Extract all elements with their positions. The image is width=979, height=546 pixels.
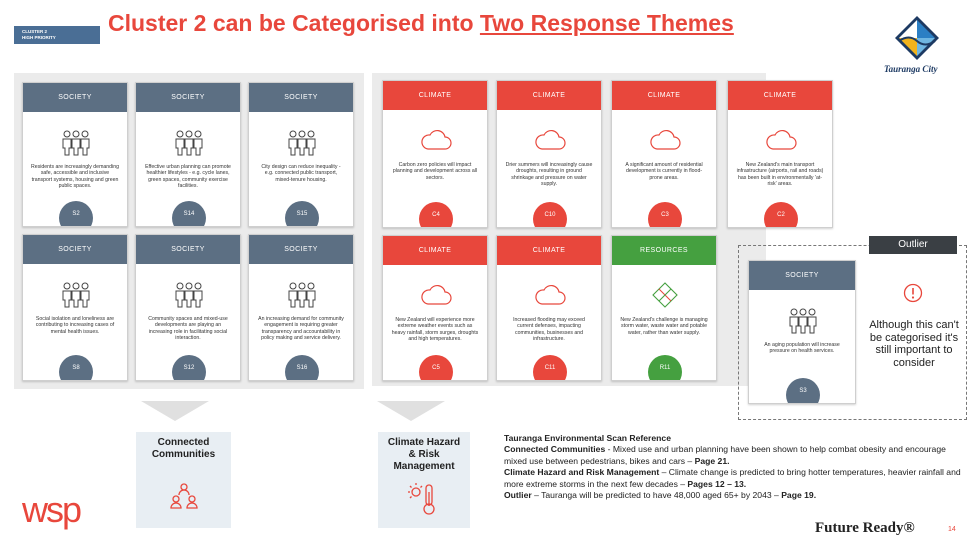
card-text: An increasing demand for community engag… xyxy=(258,316,344,342)
thermometer-sun-icon xyxy=(408,483,435,515)
cloud-icon xyxy=(421,284,452,305)
card-code: S2 xyxy=(59,201,93,226)
outlier-tab: Outlier xyxy=(869,236,957,254)
leaf-icon xyxy=(652,282,678,308)
card-text: Drier summers will increasingly cause dr… xyxy=(505,162,593,188)
trend-card-s16: SOCIETY An increasing demand for communi… xyxy=(248,234,354,381)
badge-line-1: CLUSTER 2 xyxy=(22,29,48,34)
outlier-box xyxy=(738,245,967,420)
cloud-icon xyxy=(535,129,566,150)
card-text: New Zealand's main transport infrastruct… xyxy=(736,162,824,188)
card-text: Residents are increasingly demanding saf… xyxy=(31,164,119,190)
card-text: Carbon zero policies will impact plannin… xyxy=(392,162,478,181)
card-text: An aging population will increase pressu… xyxy=(764,342,840,355)
people-icon xyxy=(175,130,203,156)
card-code: C5 xyxy=(419,355,453,380)
card-category: SOCIETY xyxy=(136,235,240,264)
page-title: Cluster 2 can be Categorised into Two Re… xyxy=(108,10,734,37)
card-text: Increased flooding may exceed current de… xyxy=(513,317,585,343)
trend-card-c11: CLIMATE Increased flooding may exceed cu… xyxy=(496,235,602,381)
community-icon xyxy=(169,483,198,509)
page-number: 14 xyxy=(948,526,956,533)
badge-line-2: HIGH PRIORITY xyxy=(22,34,56,40)
trend-card-s12: SOCIETY Community spaces and mixed-use d… xyxy=(135,234,241,381)
card-category: SOCIETY xyxy=(249,83,353,112)
future-ready-tagline: Future Ready® xyxy=(815,520,915,536)
card-code: R11 xyxy=(648,355,682,380)
arrow-down-icon xyxy=(377,401,445,421)
card-category: SOCIETY xyxy=(23,83,127,112)
trend-card-s14: SOCIETY Effective urban planning can pro… xyxy=(135,82,241,227)
people-icon xyxy=(288,282,316,308)
card-category: SOCIETY xyxy=(136,83,240,112)
logo-text: Tauranga City xyxy=(884,64,938,74)
outlier-text: Although this can't be categorised it's … xyxy=(869,319,959,369)
card-text: A significant amount of residential deve… xyxy=(625,162,703,181)
reference-item-outlier: Outlier – Tauranga will be predicted to … xyxy=(504,490,817,501)
card-code: S16 xyxy=(285,355,319,380)
card-text: Effective urban planning can promote hea… xyxy=(145,164,231,190)
card-category: CLIMATE xyxy=(497,236,601,265)
reference-text: Tauranga Environmental Scan Reference Co… xyxy=(504,433,966,501)
card-category: SOCIETY xyxy=(23,235,127,264)
people-icon xyxy=(288,130,316,156)
reference-heading: Tauranga Environmental Scan Reference xyxy=(504,433,671,443)
priority-badge: CLUSTER 2 HIGH PRIORITY xyxy=(14,26,100,44)
card-code: C11 xyxy=(533,355,567,380)
people-icon xyxy=(62,282,90,308)
card-code: C3 xyxy=(648,202,682,227)
card-category: CLIMATE xyxy=(612,81,716,110)
card-category: CLIMATE xyxy=(497,81,601,110)
trend-card-s2: SOCIETY Residents are increasingly deman… xyxy=(22,82,128,227)
tauranga-logo-icon xyxy=(895,16,939,60)
card-category: SOCIETY xyxy=(749,261,855,290)
card-code: C2 xyxy=(764,202,798,227)
trend-card-c2: CLIMATE New Zealand's main transport inf… xyxy=(727,80,833,228)
card-code: S14 xyxy=(172,201,206,226)
trend-card-c10: CLIMATE Drier summers will increasingly … xyxy=(496,80,602,228)
cloud-icon xyxy=(650,129,681,150)
wsp-logo: wsp xyxy=(22,489,82,530)
climate-hazard-box: Climate Hazard & Risk Management xyxy=(378,432,470,528)
card-category: CLIMATE xyxy=(728,81,832,110)
card-text: Community spaces and mixed-use developme… xyxy=(148,316,228,342)
card-code: S12 xyxy=(172,355,206,380)
people-icon xyxy=(62,130,90,156)
cloud-icon xyxy=(421,129,452,150)
climate-hazard-label: Climate Hazard & Risk Management xyxy=(387,437,461,472)
people-icon xyxy=(175,282,203,308)
card-text: New Zealand will experience more extreme… xyxy=(391,317,479,343)
card-code: S8 xyxy=(59,355,93,380)
title-underlined: Two Response Themes xyxy=(479,10,734,36)
card-text: New Zealand's challenge is managing stor… xyxy=(620,317,708,336)
card-code: C4 xyxy=(419,202,453,227)
card-category: RESOURCES xyxy=(612,236,716,265)
trend-card-s3: SOCIETY An aging population will increas… xyxy=(748,260,856,404)
card-code: C10 xyxy=(533,202,567,227)
title-prefix: Cluster 2 can be Categorised into xyxy=(108,10,480,36)
card-code: S15 xyxy=(285,201,319,226)
card-category: CLIMATE xyxy=(383,81,487,110)
cloud-icon xyxy=(535,284,566,305)
card-code: S3 xyxy=(786,378,820,403)
trend-card-s15: SOCIETY City design can reduce inequalit… xyxy=(248,82,354,227)
card-category: CLIMATE xyxy=(383,236,487,265)
alert-icon xyxy=(903,283,923,303)
reference-item-connected: Connected Communities - Mixed use and ur… xyxy=(504,444,946,466)
cloud-icon xyxy=(766,129,797,150)
card-text: Social isolation and loneliness are cont… xyxy=(35,316,115,335)
trend-card-s8: SOCIETY Social isolation and loneliness … xyxy=(22,234,128,381)
trend-card-c4: CLIMATE Carbon zero policies will impact… xyxy=(382,80,488,228)
trend-card-r11: RESOURCES New Zealand's challenge is man… xyxy=(611,235,717,381)
connected-communities-label: Connected Communities xyxy=(151,437,216,460)
people-icon xyxy=(789,308,817,334)
card-category: SOCIETY xyxy=(249,235,353,264)
arrow-down-icon xyxy=(141,401,209,421)
trend-card-c5: CLIMATE New Zealand will experience more… xyxy=(382,235,488,381)
connected-communities-box: Connected Communities xyxy=(136,432,231,528)
trend-card-c3: CLIMATE A significant amount of resident… xyxy=(611,80,717,228)
reference-item-climate: Climate Hazard and Risk Management – Cli… xyxy=(504,467,961,489)
card-text: City design can reduce inequality - e.g.… xyxy=(261,164,341,183)
